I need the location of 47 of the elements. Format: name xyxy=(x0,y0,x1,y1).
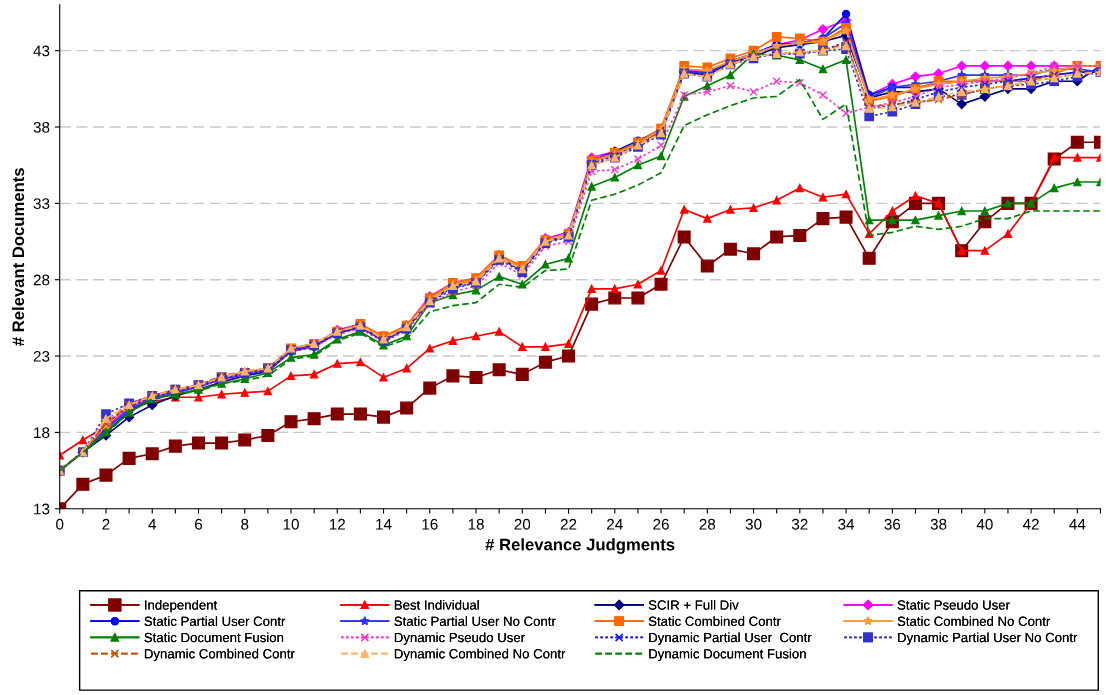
y-tick-label: 33 xyxy=(33,198,50,210)
legend-label: Static Combined Contr xyxy=(648,616,781,626)
x-tick-label: 8 xyxy=(241,518,249,530)
y-tick-label: 38 xyxy=(33,121,50,133)
x-tick-label: 28 xyxy=(699,518,716,530)
x-tick-label: 18 xyxy=(468,518,484,530)
x-tick-label: 36 xyxy=(884,518,901,530)
x-tick-label: 22 xyxy=(560,518,577,530)
y-tick-label: 18 xyxy=(34,427,50,439)
legend-label: Dynamic Pseudo User xyxy=(394,632,525,645)
legend-label: Static Partial User No Contr xyxy=(394,616,556,626)
legend-label: Dynamic Document Fusion xyxy=(649,648,806,662)
y-tick-label: 23 xyxy=(33,350,50,362)
x-tick-label: 34 xyxy=(838,518,855,530)
x-axis-title: # Relevance Judgments xyxy=(485,538,675,554)
x-tick-label: 42 xyxy=(1022,518,1039,530)
legend-label: Dynamic Combined No Contr xyxy=(394,648,566,662)
x-tick-label: 40 xyxy=(976,518,993,530)
legend-label: SCIR + Full Div xyxy=(648,599,739,610)
x-tick-label: 44 xyxy=(1069,519,1086,530)
x-tick-label: 0 xyxy=(56,518,64,530)
x-tick-label: 16 xyxy=(422,518,438,530)
legend-label: Static Document Fusion xyxy=(144,632,284,643)
y-tick-label: 43 xyxy=(33,45,50,57)
legend-label: Static Combined No Contr xyxy=(897,616,1051,626)
y-tick-label: 28 xyxy=(33,274,50,286)
legend-label: Best Individual xyxy=(394,599,479,610)
legend-label: Dynamic Partial User No Contr xyxy=(898,632,1078,645)
x-tick-label: 26 xyxy=(653,518,669,530)
x-tick-label: 6 xyxy=(195,518,203,530)
legend-label: Independent xyxy=(145,599,218,613)
x-tick-label: 20 xyxy=(514,518,531,530)
legend-label: Static Pseudo User xyxy=(897,599,1010,610)
legend-label: Dynamic Combined Contr xyxy=(144,648,295,662)
x-tick-label: 10 xyxy=(283,518,299,530)
x-tick-label: 4 xyxy=(148,519,157,530)
legend-label: Static Partial User Contr xyxy=(144,616,286,626)
legend-label: Dynamic Partial User Contr xyxy=(649,632,812,645)
x-tick-label: 30 xyxy=(745,518,762,530)
y-tick-label: 13 xyxy=(34,503,50,515)
x-tick-label: 2 xyxy=(102,518,110,530)
x-tick-label: 12 xyxy=(329,518,345,530)
y-axis-title: # Relevant Documents xyxy=(11,168,25,346)
x-tick-label: 32 xyxy=(791,518,808,530)
x-tick-label: 14 xyxy=(376,519,392,530)
x-tick-label: 24 xyxy=(607,518,623,530)
x-tick-label: 38 xyxy=(930,518,947,530)
